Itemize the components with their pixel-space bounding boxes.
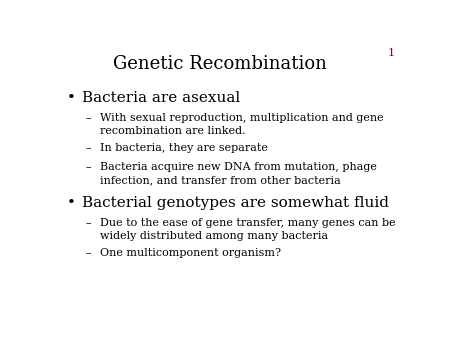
Text: Genetic Recombination: Genetic Recombination (113, 55, 327, 73)
Text: Bacteria acquire new DNA from mutation, phage
infection, and transfer from other: Bacteria acquire new DNA from mutation, … (100, 162, 377, 185)
Text: –: – (86, 248, 91, 258)
Text: –: – (86, 114, 91, 123)
Text: –: – (86, 143, 91, 153)
Text: Bacterial genotypes are somewhat fluid: Bacterial genotypes are somewhat fluid (82, 196, 389, 210)
Text: One multicomponent organism?: One multicomponent organism? (100, 248, 281, 258)
Text: –: – (86, 218, 91, 228)
Text: •: • (67, 196, 76, 210)
Text: 1: 1 (387, 48, 395, 58)
Text: Due to the ease of gene transfer, many genes can be
widely distributed among man: Due to the ease of gene transfer, many g… (100, 218, 396, 241)
Text: •: • (67, 91, 76, 105)
Text: With sexual reproduction, multiplication and gene
recombination are linked.: With sexual reproduction, multiplication… (100, 114, 383, 136)
Text: –: – (86, 162, 91, 172)
Text: In bacteria, they are separate: In bacteria, they are separate (100, 143, 268, 153)
Text: Bacteria are asexual: Bacteria are asexual (82, 91, 241, 105)
